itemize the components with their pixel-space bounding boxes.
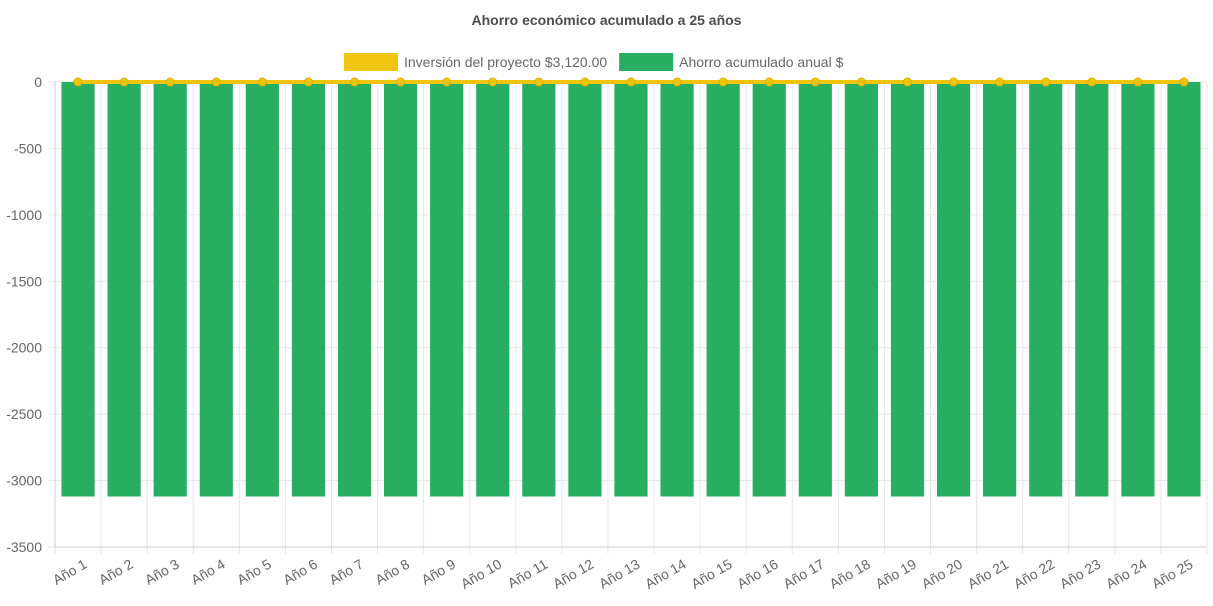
x-tick-label: Año 18 [826, 556, 873, 592]
bar [706, 82, 740, 497]
bar [61, 82, 95, 497]
x-tick-label: Año 19 [873, 556, 920, 592]
bar [936, 82, 971, 497]
bar [614, 82, 648, 497]
x-tick-label: Año 15 [688, 556, 735, 592]
line-point [442, 77, 452, 87]
line-point [810, 77, 820, 87]
line-point [396, 77, 406, 87]
line-point [949, 77, 959, 87]
chart-title: Ahorro económico acumulado a 25 años [471, 12, 742, 28]
bar [983, 82, 1017, 497]
legend-label: Inversión del proyecto $3,120.00 [404, 54, 607, 70]
line-point [1087, 77, 1097, 87]
bar [890, 82, 925, 497]
x-tick-label: Año 22 [1011, 556, 1058, 592]
bar [245, 82, 279, 497]
bar [1121, 82, 1155, 497]
line-point [73, 77, 83, 87]
bar [337, 82, 372, 497]
x-tick-label: Año 20 [919, 556, 966, 592]
y-tick-label: -1500 [6, 273, 42, 289]
bar [107, 82, 141, 497]
x-tick-label: Año 8 [372, 556, 412, 588]
x-tick-label: Año 4 [188, 556, 228, 588]
line-point [534, 77, 544, 87]
line-point [1133, 77, 1143, 87]
bar [476, 82, 510, 497]
bar [522, 82, 556, 497]
line-point [119, 77, 129, 87]
x-tick-label: Año 7 [326, 556, 366, 588]
line-point [1041, 77, 1051, 87]
x-tick-label: Año 25 [1149, 556, 1196, 592]
y-tick-label: -500 [14, 140, 42, 156]
line-point [718, 77, 728, 87]
x-tick-label: Año 10 [458, 556, 505, 592]
y-tick-label: -3000 [6, 473, 42, 489]
bar [430, 82, 464, 497]
bar [798, 82, 832, 497]
bar [199, 82, 233, 497]
line-point [488, 77, 498, 87]
x-tick-label: Año 12 [550, 556, 597, 592]
y-tick-label: -1000 [6, 207, 42, 223]
bar [1029, 82, 1063, 497]
legend-swatch [619, 53, 674, 71]
line-point [626, 77, 636, 87]
x-tick-label: Año 9 [418, 556, 458, 588]
line-point [1179, 77, 1189, 87]
x-tick-label: Año 6 [280, 556, 320, 588]
y-tick-label: -3500 [6, 539, 42, 555]
line-point [902, 77, 912, 87]
y-tick-label: 0 [34, 74, 42, 90]
x-tick-label: Año 3 [142, 556, 182, 588]
line-point [303, 77, 313, 87]
line-point [580, 77, 590, 87]
x-tick-label: Año 14 [642, 556, 689, 592]
x-tick-label: Año 21 [965, 556, 1012, 592]
x-tick-label: Año 2 [96, 556, 136, 588]
y-tick-label: -2500 [6, 406, 42, 422]
line-point [672, 77, 682, 87]
legend-label: Ahorro acumulado anual $ [679, 54, 843, 70]
line-point [995, 77, 1005, 87]
bar [660, 82, 694, 497]
y-tick-label: -2000 [6, 340, 42, 356]
line-point [211, 77, 221, 87]
line-point [764, 77, 774, 87]
line-point [257, 77, 267, 87]
bar [1075, 82, 1109, 497]
x-tick-label: Año 1 [50, 556, 90, 588]
line-point [350, 77, 360, 87]
line-point [856, 77, 866, 87]
bar [153, 82, 187, 497]
x-tick-label: Año 16 [734, 556, 781, 592]
legend-swatch [344, 53, 398, 71]
bar [844, 82, 878, 497]
bar [291, 82, 326, 497]
x-tick-label: Año 11 [505, 556, 551, 592]
x-tick-label: Año 17 [780, 556, 827, 592]
x-tick-label: Año 24 [1103, 556, 1150, 592]
bar [384, 82, 418, 497]
line-point [165, 77, 175, 87]
x-tick-label: Año 13 [596, 556, 643, 592]
x-tick-label: Año 5 [234, 556, 274, 588]
bar [568, 82, 602, 497]
x-tick-label: Año 23 [1057, 556, 1104, 592]
bar [1167, 82, 1201, 497]
bar [752, 82, 786, 497]
